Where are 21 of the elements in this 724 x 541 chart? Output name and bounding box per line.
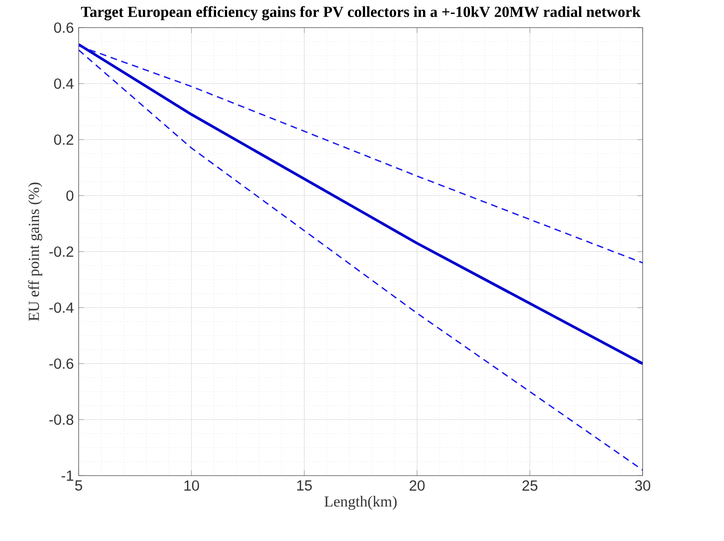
x-tick-label: 20 [410, 480, 425, 491]
line-series [78, 43, 643, 365]
y-tick-label: -0.8 [49, 414, 74, 425]
y-tick-label: -1 [62, 470, 74, 481]
line-series [78, 49, 643, 471]
y-tick-label: 0 [66, 190, 74, 201]
y-tick-label: 0.6 [54, 22, 74, 33]
y-axis-title: EU eff point gains (%) [28, 182, 42, 321]
y-tick-label: -0.6 [49, 358, 74, 369]
chart-title: Target European efficiency gains for PV collectors in a +-10kV 20MW radial network [80, 6, 641, 20]
x-axis-title: Length(km) [324, 496, 397, 510]
x-tick-label: 25 [522, 480, 538, 491]
x-tick-label: 15 [297, 480, 312, 491]
x-tick-label: 5 [75, 480, 82, 491]
y-tick-label: -0.4 [49, 302, 74, 313]
x-tick-label: 10 [184, 480, 200, 491]
x-tick-label: 30 [635, 480, 650, 491]
y-tick-label: 0.2 [54, 134, 74, 145]
y-tick-label: -0.2 [49, 246, 74, 257]
line-series [78, 45, 643, 264]
y-tick-label: 0.4 [54, 78, 74, 89]
